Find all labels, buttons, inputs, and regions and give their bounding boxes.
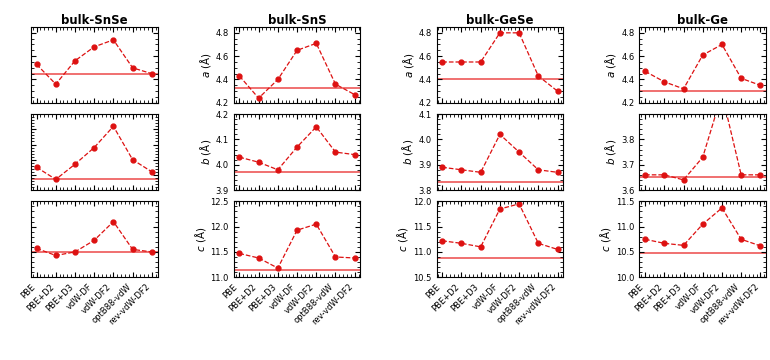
Y-axis label: $a$ (Å): $a$ (Å) <box>400 52 416 78</box>
Y-axis label: $a$ (Å): $a$ (Å) <box>604 52 618 78</box>
Title: bulk-SnSe: bulk-SnSe <box>61 14 128 27</box>
Title: bulk-GeSe: bulk-GeSe <box>466 14 534 27</box>
Title: bulk-Ge: bulk-Ge <box>678 14 728 27</box>
Y-axis label: $c$ (Å): $c$ (Å) <box>598 227 614 252</box>
Title: bulk-SnS: bulk-SnS <box>268 14 326 27</box>
Y-axis label: $c$ (Å): $c$ (Å) <box>192 227 208 252</box>
Y-axis label: $b$ (Å): $b$ (Å) <box>198 139 213 165</box>
Y-axis label: $b$ (Å): $b$ (Å) <box>400 139 416 165</box>
Y-axis label: $a$ (Å): $a$ (Å) <box>198 52 213 78</box>
Y-axis label: $b$ (Å): $b$ (Å) <box>604 139 618 165</box>
Y-axis label: $c$ (Å): $c$ (Å) <box>396 227 410 252</box>
